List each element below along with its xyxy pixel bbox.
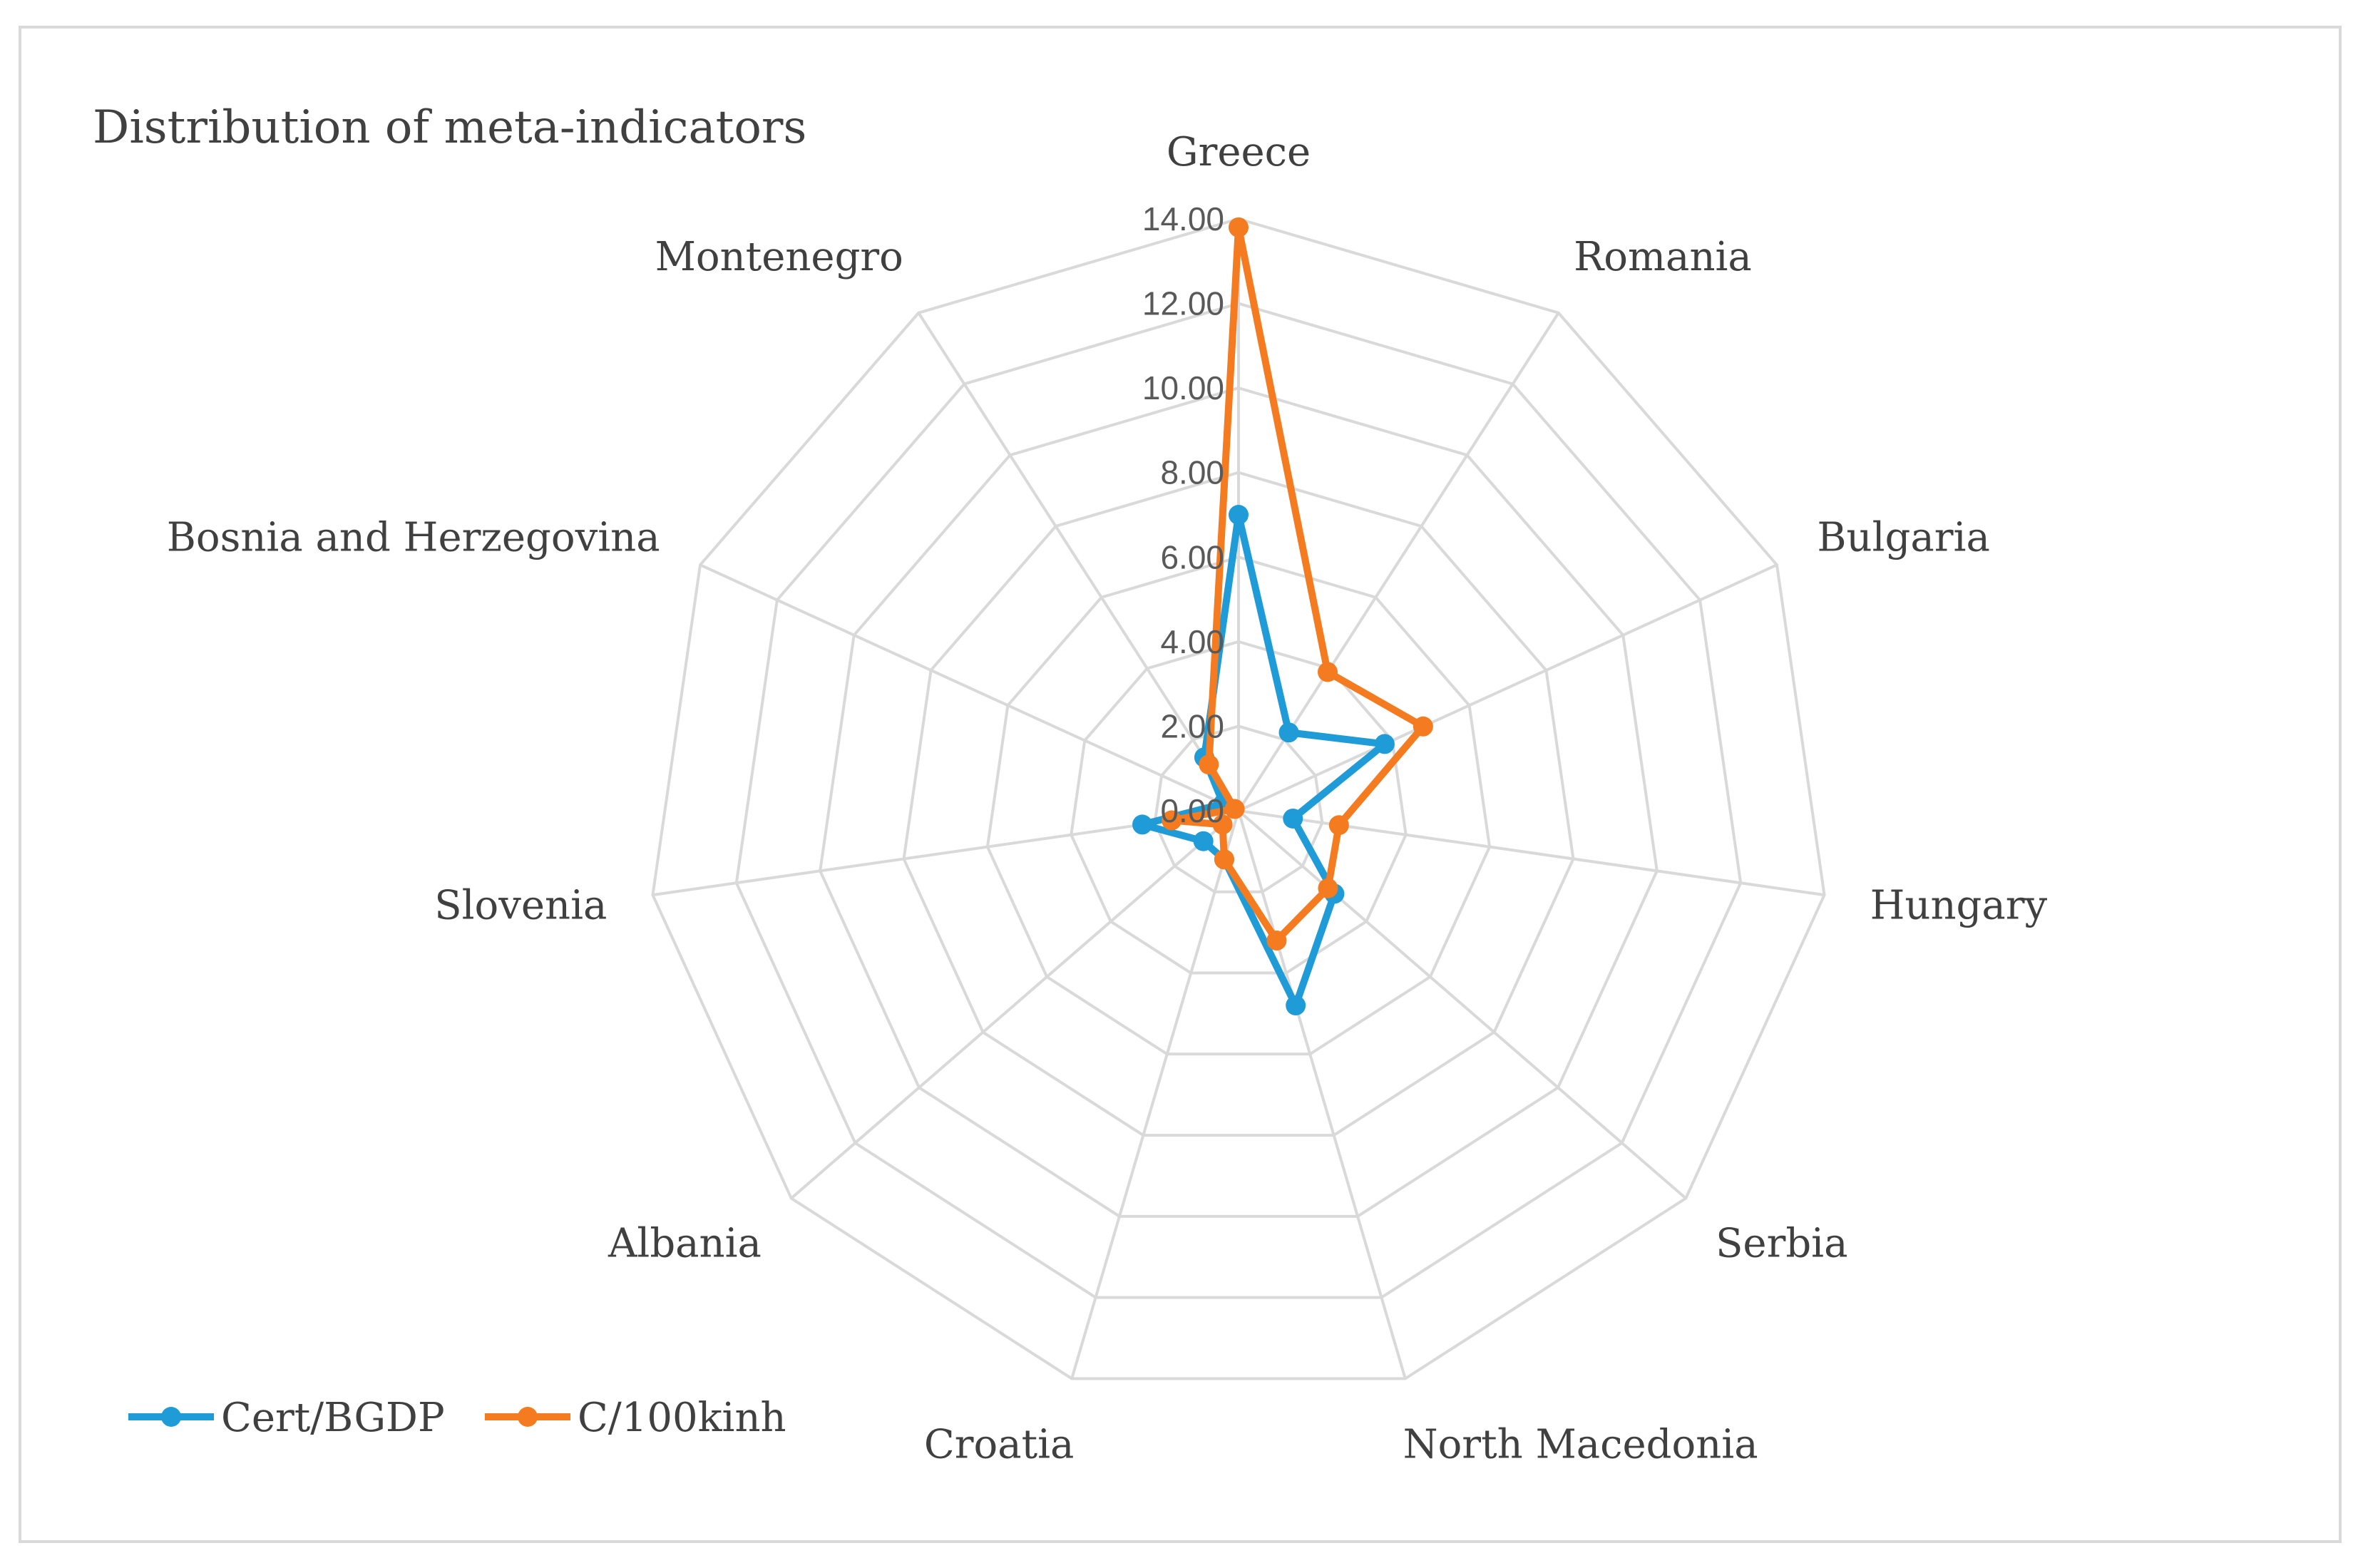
category-label: Bulgaria xyxy=(1817,515,1989,561)
grid-spoke xyxy=(917,312,1240,812)
grid-ring-2 xyxy=(1070,640,1408,975)
radial-tick-labels: 0.00 2.00 4.00 6.00 8.00 10.00 12.00 14.00 xyxy=(1142,200,1224,829)
grid-spoke xyxy=(1237,809,1687,1200)
category-label: Albania xyxy=(608,1221,762,1267)
category-label: Romania xyxy=(1574,234,1752,280)
category-label: Serbia xyxy=(1716,1221,1847,1267)
grid-spoke xyxy=(1070,810,1240,1379)
tick-label: 4.00 xyxy=(1160,623,1224,660)
tick-label: 8.00 xyxy=(1160,454,1224,491)
series-2-point xyxy=(1318,662,1338,682)
series-2-point xyxy=(1266,931,1287,951)
grid-spoke xyxy=(1237,810,1407,1379)
series-1-point xyxy=(1374,734,1395,754)
grid-ring-3 xyxy=(985,555,1492,1056)
series-1-point xyxy=(1283,808,1303,829)
grid-spoke xyxy=(1238,563,1778,812)
tick-label: 2.00 xyxy=(1160,707,1224,744)
series-2-point xyxy=(1413,716,1433,737)
series-2-point xyxy=(1224,799,1245,819)
grid-ring-4 xyxy=(902,471,1575,1137)
series-2-point xyxy=(1318,878,1338,898)
tick-label: 12.00 xyxy=(1142,285,1224,322)
category-label: Hungary xyxy=(1870,883,2048,929)
series-2-point xyxy=(1199,754,1219,775)
legend: Cert/BGDP C/100kinh xyxy=(128,1395,786,1441)
legend-label-1: Cert/BGDP xyxy=(221,1395,445,1441)
series-2-point xyxy=(1229,217,1249,237)
legend-marker-2 xyxy=(518,1407,538,1427)
tick-label: 10.00 xyxy=(1142,369,1224,406)
grid-spoke xyxy=(790,809,1240,1200)
category-label: Montenegro xyxy=(655,234,903,280)
grid-spoke xyxy=(699,563,1239,812)
legend-label-2: C/100kinh xyxy=(578,1395,786,1441)
series-1-point xyxy=(1229,505,1249,525)
series-1-point xyxy=(1278,722,1299,743)
category-label: North Macedonia xyxy=(1403,1422,1758,1468)
category-label: Croatia xyxy=(924,1422,1075,1468)
grid-ring-6 xyxy=(734,302,1743,1299)
tick-label: 0.00 xyxy=(1160,792,1224,829)
radar-grid xyxy=(651,217,1826,1380)
chart-frame: Distribution of meta-indicators Greece Ro… xyxy=(19,26,2342,1543)
series-2-point xyxy=(1328,815,1349,836)
chart-title: Distribution of meta-indicators xyxy=(93,101,806,154)
grid-ring-7 xyxy=(651,217,1826,1380)
tick-label: 6.00 xyxy=(1160,538,1224,575)
series-2-point xyxy=(1162,810,1182,831)
radar-chart: Distribution of meta-indicators Greece Ro… xyxy=(93,101,2048,1468)
category-label: Bosnia and Herzegovina xyxy=(167,515,660,561)
series-1-point xyxy=(1286,995,1306,1016)
category-labels: Greece Romania Bulgaria Hungary Serbia North … xyxy=(167,129,2048,1468)
series-2-point xyxy=(1212,814,1233,835)
series-1-point xyxy=(1193,831,1214,851)
tick-label: 14.00 xyxy=(1142,200,1224,237)
series-2-point xyxy=(1214,849,1234,870)
grid-ring-5 xyxy=(819,386,1659,1218)
series-layer xyxy=(1132,217,1433,1016)
category-label: Greece xyxy=(1167,129,1311,175)
category-label: Slovenia xyxy=(434,883,607,929)
series-1-point xyxy=(1132,814,1153,835)
legend-marker-1 xyxy=(161,1407,181,1427)
